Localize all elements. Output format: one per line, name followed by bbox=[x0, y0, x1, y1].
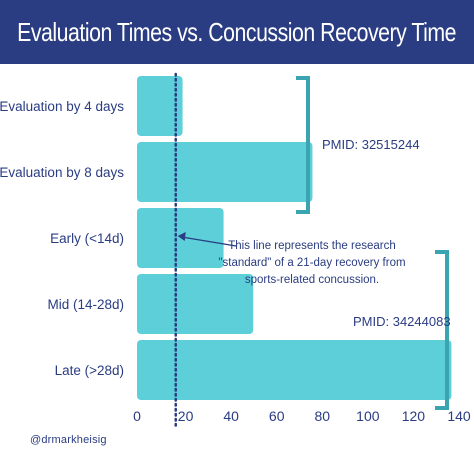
annotation-line: "standard" of a 21-day recovery from bbox=[218, 257, 405, 269]
category-label: Evaluation by 4 days bbox=[0, 99, 124, 114]
annotation-line: sports-related concussion. bbox=[245, 274, 379, 286]
category-label: Late (>28d) bbox=[55, 363, 124, 378]
bracket-label: PMID: 32515244 bbox=[322, 137, 420, 152]
x-tick-label: 100 bbox=[356, 408, 380, 424]
chart-header: Evaluation Times vs. Concussion Recovery… bbox=[0, 0, 474, 64]
bracket bbox=[435, 250, 449, 410]
x-tick-label: 20 bbox=[178, 408, 194, 424]
chart-title: Evaluation Times vs. Concussion Recovery… bbox=[17, 16, 457, 47]
annotation-arrow bbox=[181, 236, 237, 247]
annotation-group: This line represents the research "standa… bbox=[177, 232, 406, 286]
author-handle: @drmarkheisig bbox=[30, 434, 107, 446]
x-tick-label: 120 bbox=[402, 408, 426, 424]
category-label: Mid (14-28d) bbox=[47, 297, 124, 312]
bars-group bbox=[137, 76, 452, 400]
bar bbox=[137, 142, 313, 202]
x-tick-label: 60 bbox=[269, 408, 285, 424]
bar bbox=[137, 208, 224, 268]
brackets-group: PMID: 32515244 PMID: 34244083 bbox=[296, 76, 451, 410]
bar bbox=[137, 340, 452, 400]
category-labels: Evaluation by 4 days Evaluation by 8 days… bbox=[0, 99, 124, 378]
bar bbox=[137, 76, 183, 136]
category-label: Early (<14d) bbox=[50, 231, 124, 246]
bracket-label: PMID: 34244083 bbox=[353, 314, 451, 329]
x-tick-label: 140 bbox=[447, 408, 471, 424]
bar bbox=[137, 274, 254, 334]
arrowhead-icon bbox=[177, 232, 186, 241]
x-tick-label: 80 bbox=[314, 408, 330, 424]
bracket bbox=[296, 76, 310, 214]
x-tick-label: 0 bbox=[133, 408, 141, 424]
x-axis: 0 20 40 60 80 100 120 140 bbox=[133, 408, 471, 424]
annotation-line: This line represents the research bbox=[228, 240, 395, 252]
category-label: Evaluation by 8 days bbox=[0, 165, 124, 180]
x-tick-label: 40 bbox=[223, 408, 239, 424]
